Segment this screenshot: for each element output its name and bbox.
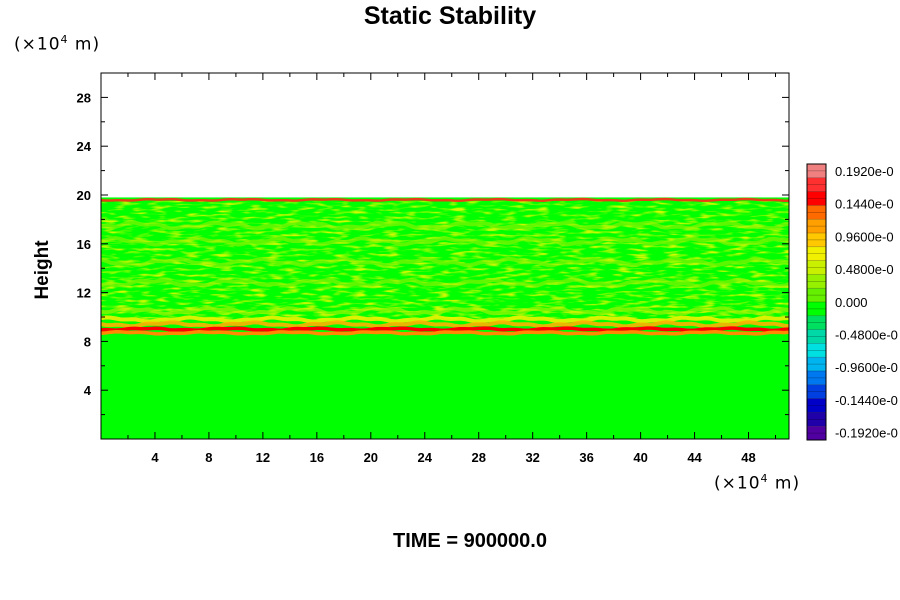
contour-band	[101, 256, 789, 268]
y-axis: 4 8 12 16 20 24 28	[77, 90, 789, 416]
x-axis: 4 8 12 16 20 24 28 32 36 40 44 48	[127, 73, 777, 465]
y-tick-label: 28	[77, 90, 91, 105]
x-unit-exponent: 4	[760, 472, 769, 485]
colorbar-label: -0.9600e-0	[835, 360, 898, 375]
x-tick-label: 40	[633, 450, 647, 465]
x-tick-label: 48	[741, 450, 755, 465]
y-unit-prefix: (×10	[14, 34, 61, 55]
y-tick-label: 4	[84, 383, 92, 398]
contour-band	[101, 315, 789, 324]
colorbar-label: -0.4800e-0	[835, 328, 898, 343]
x-tick-label: 36	[579, 450, 593, 465]
x-unit-suffix: m)	[768, 473, 801, 494]
x-tick-label: 16	[310, 450, 324, 465]
x-tick-label: 20	[364, 450, 378, 465]
contour-band	[101, 305, 789, 316]
contour-band	[101, 197, 789, 203]
contour-band	[101, 277, 789, 289]
y-tick-label: 16	[77, 237, 91, 252]
x-tick-label: 8	[205, 450, 212, 465]
colorbar-label: 0.4800e-0	[835, 262, 894, 277]
y-tick-label: 8	[84, 334, 91, 349]
y-tick-label: 24	[77, 139, 92, 154]
colorbar-label: 0.9600e-0	[835, 229, 894, 244]
heatmap-field	[101, 197, 789, 439]
x-tick-label: 28	[471, 450, 485, 465]
x-tick-label: 12	[256, 450, 270, 465]
contour-band	[101, 330, 789, 336]
colorbar-label: 0.1920e-0	[835, 164, 894, 179]
colorbar: 0.1920e-0 0.1440e-0 0.9600e-0 0.4800e-0 0.00…	[806, 163, 898, 441]
x-tick-label: 24	[418, 450, 433, 465]
chart-title: Static Stability	[363, 2, 537, 30]
colorbar-label: -0.1440e-0	[835, 393, 898, 408]
contour-band	[101, 220, 789, 231]
y-unit-suffix: m)	[68, 34, 101, 55]
x-tick-label: 32	[525, 450, 539, 465]
colorbar-label: -0.1920e-0	[835, 426, 898, 441]
x-unit-prefix: (×10	[714, 473, 761, 494]
y-unit-exponent: 4	[60, 33, 69, 46]
y-tick-label: 20	[77, 188, 91, 203]
colorbar-label: 0.000	[835, 295, 868, 310]
x-tick-label: 44	[687, 450, 702, 465]
x-axis-unit: (×104 m)	[714, 472, 800, 494]
colorbar-label: 0.1440e-0	[835, 197, 894, 212]
time-label: TIME = 900000.0	[393, 530, 547, 552]
x-tick-label: 4	[151, 450, 159, 465]
plot-frame	[100, 72, 790, 440]
y-axis-unit: (×104 m)	[14, 33, 100, 55]
contour-band	[101, 236, 789, 247]
contour-band	[101, 320, 789, 329]
y-tick-label: 12	[77, 286, 91, 301]
colorbar-frame	[806, 163, 827, 441]
